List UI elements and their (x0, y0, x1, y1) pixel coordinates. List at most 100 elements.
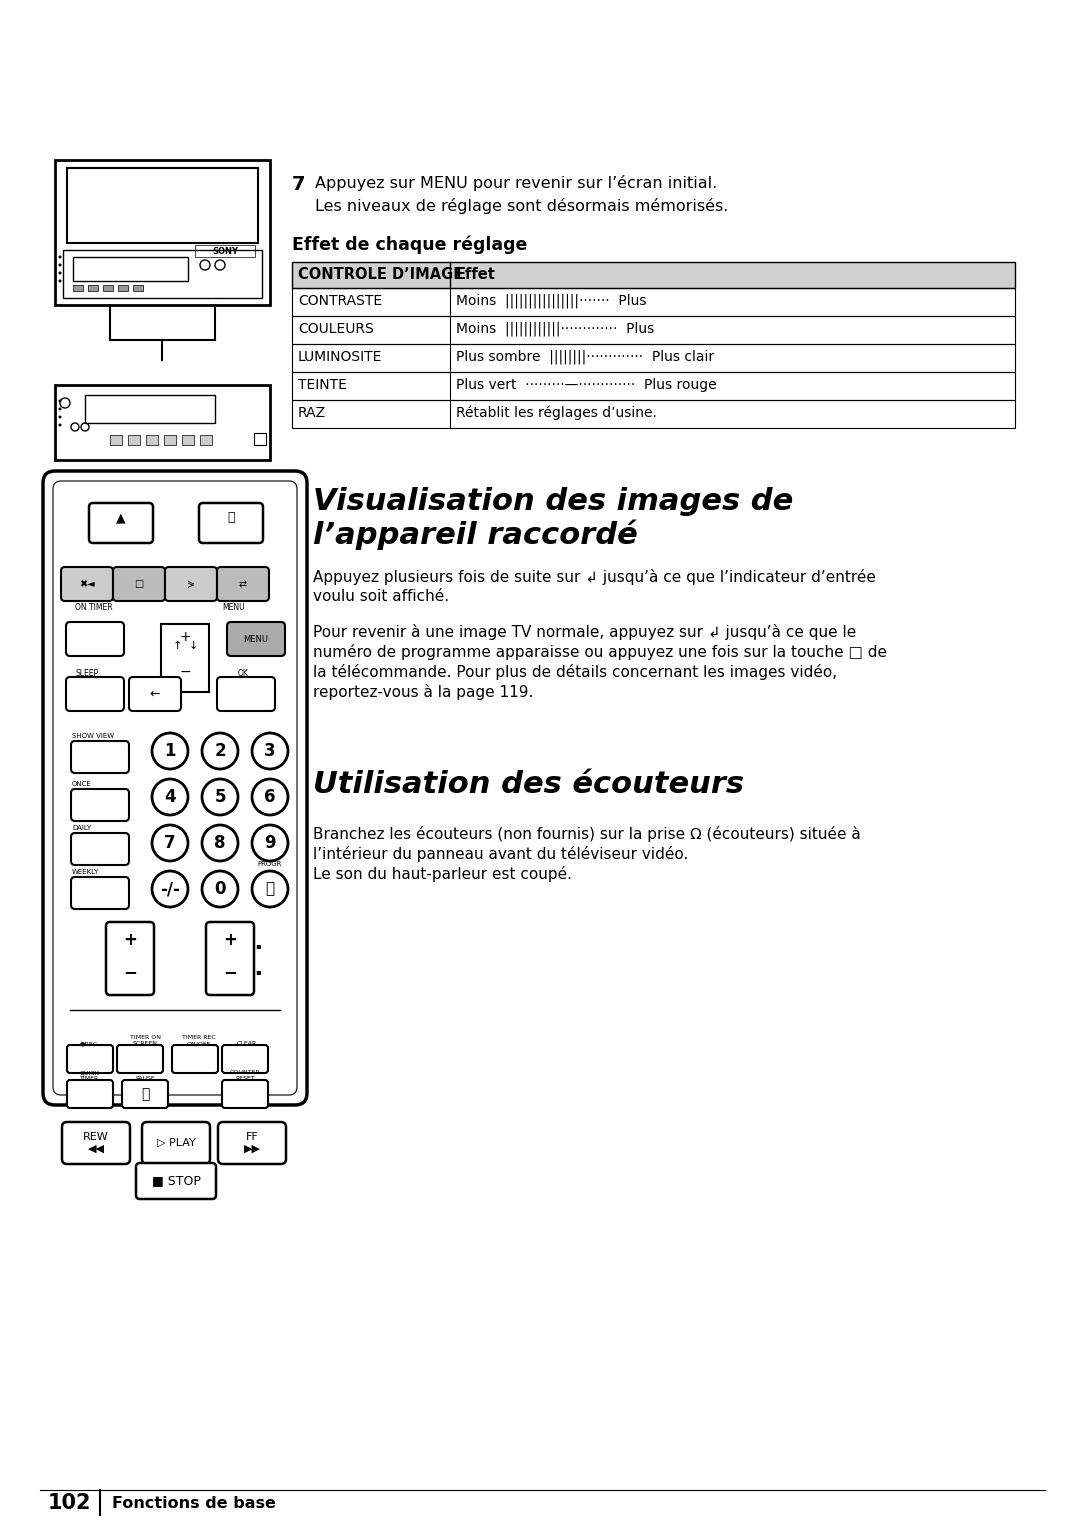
Text: Rétablit les réglages d’usine.: Rétablit les réglages d’usine. (456, 406, 657, 420)
FancyBboxPatch shape (165, 567, 217, 601)
Text: ONCE: ONCE (72, 781, 92, 787)
Text: la télécommande. Pour plus de détails concernant les images vidéo,: la télécommande. Pour plus de détails co… (313, 665, 837, 680)
Text: 2: 2 (214, 743, 226, 759)
Bar (85, 396, 215, 423)
Text: MENU: MENU (243, 634, 269, 643)
FancyBboxPatch shape (67, 1080, 113, 1108)
Text: l’appareil raccordé: l’appareil raccordé (313, 520, 638, 550)
Text: LUMINOSITE: LUMINOSITE (298, 350, 382, 364)
Bar (73, 286, 83, 290)
Text: ⏻: ⏻ (227, 510, 234, 524)
Bar (292, 344, 1015, 371)
Text: ↑: ↑ (173, 642, 181, 651)
Bar (72, 1021, 108, 1030)
Text: REW
◀◀: REW ◀◀ (83, 1132, 109, 1154)
Text: PROGR: PROGR (258, 860, 282, 866)
Circle shape (152, 779, 188, 814)
Circle shape (252, 825, 288, 860)
FancyBboxPatch shape (141, 1122, 210, 1164)
Text: 5: 5 (214, 788, 226, 805)
Text: PAUSE: PAUSE (135, 1076, 154, 1080)
Text: CONTROLE D’IMAGE: CONTROLE D’IMAGE (298, 267, 463, 283)
Text: 102: 102 (48, 1493, 92, 1513)
Text: Plus sombre  ||||||||·············  Plus clair: Plus sombre ||||||||············· Plus c… (456, 350, 714, 365)
Bar (67, 168, 258, 243)
FancyBboxPatch shape (66, 677, 124, 711)
Text: Visualisation des images de: Visualisation des images de (313, 487, 793, 516)
Text: Pour revenir à une image TV normale, appuyez sur ↲ jusqu’à ce que le: Pour revenir à une image TV normale, app… (313, 623, 856, 640)
Text: Branchez les écouteurs (non fournis) sur la prise Ω (écouteurs) située à: Branchez les écouteurs (non fournis) sur… (313, 827, 861, 842)
FancyBboxPatch shape (218, 1122, 286, 1164)
Text: WEEKLY: WEEKLY (72, 869, 99, 876)
Bar (292, 287, 1015, 316)
Text: ▲: ▲ (117, 510, 125, 524)
FancyBboxPatch shape (136, 1163, 216, 1199)
Text: reportez-vous à la page 119.: reportez-vous à la page 119. (313, 685, 534, 700)
Text: OK: OK (238, 669, 248, 678)
Bar (122, 1021, 158, 1030)
Text: Effet de chaque réglage: Effet de chaque réglage (292, 235, 527, 254)
Circle shape (58, 255, 62, 258)
Bar (292, 316, 1015, 344)
Circle shape (252, 733, 288, 769)
FancyBboxPatch shape (89, 503, 153, 542)
Text: 9: 9 (265, 834, 275, 853)
Circle shape (202, 871, 238, 908)
Text: ←: ← (150, 688, 160, 700)
Circle shape (252, 779, 288, 814)
FancyBboxPatch shape (129, 677, 181, 711)
Text: TEINTE: TEINTE (298, 377, 347, 393)
Circle shape (252, 871, 288, 908)
Bar (200, 435, 212, 445)
Text: numéro de programme apparaisse ou appuyez une fois sur la touche □ de: numéro de programme apparaisse ou appuye… (313, 643, 887, 660)
FancyBboxPatch shape (71, 741, 129, 773)
Bar (103, 286, 113, 290)
FancyBboxPatch shape (67, 1045, 113, 1073)
Text: Le son du haut-parleur est coupé.: Le son du haut-parleur est coupé. (313, 866, 572, 882)
Text: Appuyez sur MENU pour revenir sur l’écran initial.: Appuyez sur MENU pour revenir sur l’écra… (315, 176, 717, 191)
Circle shape (152, 825, 188, 860)
Circle shape (202, 825, 238, 860)
Circle shape (202, 733, 238, 769)
FancyBboxPatch shape (71, 877, 129, 909)
Circle shape (58, 280, 62, 283)
Text: Effet: Effet (456, 267, 496, 283)
FancyBboxPatch shape (71, 833, 129, 865)
Text: 6: 6 (265, 788, 275, 805)
Text: ON TIMER: ON TIMER (75, 604, 112, 613)
Bar (110, 435, 122, 445)
Text: Fonctions de base: Fonctions de base (112, 1496, 275, 1511)
Circle shape (58, 416, 62, 419)
Text: ▪: ▪ (255, 967, 260, 976)
Text: -/-: -/- (160, 880, 180, 898)
Bar (161, 623, 210, 692)
Text: CLEAR: CLEAR (237, 1041, 257, 1047)
Text: SONY: SONY (212, 248, 238, 257)
Text: Appuyez plusieurs fois de suite sur ↲ jusqu’à ce que l’indicateur d’entrée: Appuyez plusieurs fois de suite sur ↲ ju… (313, 568, 876, 585)
FancyBboxPatch shape (117, 1045, 163, 1073)
FancyBboxPatch shape (43, 471, 307, 1105)
FancyBboxPatch shape (217, 677, 275, 711)
FancyBboxPatch shape (206, 921, 254, 995)
FancyBboxPatch shape (222, 1045, 268, 1073)
FancyBboxPatch shape (106, 921, 154, 995)
Text: Moins  ||||||||||||||||·······  Plus: Moins ||||||||||||||||······· Plus (456, 293, 647, 309)
Text: 7: 7 (292, 176, 306, 194)
Text: MENU: MENU (222, 604, 245, 613)
Text: RAZ: RAZ (298, 406, 326, 420)
Text: +: + (179, 630, 191, 643)
Text: 3: 3 (265, 743, 275, 759)
Circle shape (58, 423, 62, 426)
Text: SHOW VIEW: SHOW VIEW (72, 733, 114, 740)
Bar (292, 371, 1015, 400)
Text: DAILY: DAILY (72, 825, 91, 831)
Text: +: + (123, 931, 137, 949)
Circle shape (58, 399, 62, 402)
Text: SLEEP: SLEEP (75, 669, 98, 678)
Bar (146, 435, 158, 445)
Text: Les niveaux de réglage sont désormais mémorisés.: Les niveaux de réglage sont désormais mé… (315, 199, 728, 214)
Text: Utilisation des écouteurs: Utilisation des écouteurs (313, 770, 744, 799)
Circle shape (58, 272, 62, 275)
Text: ■ STOP: ■ STOP (151, 1175, 201, 1187)
FancyBboxPatch shape (222, 1080, 268, 1108)
